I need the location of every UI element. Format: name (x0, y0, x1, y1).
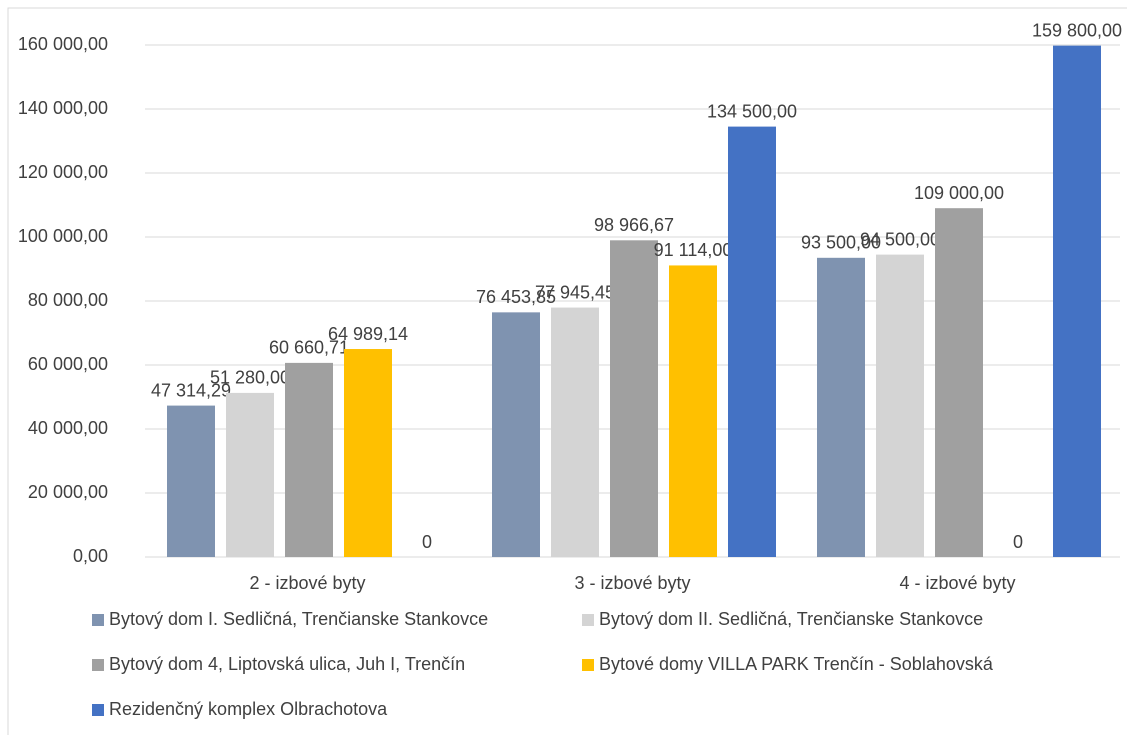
value-label: 0 (1013, 532, 1023, 552)
bar (344, 349, 392, 557)
bar (876, 254, 924, 557)
value-label: 47 314,29 (151, 380, 231, 400)
value-label: 93 500,00 (801, 233, 881, 253)
x-tick-label: 2 - izbové byty (249, 573, 365, 593)
bar (492, 312, 540, 557)
bar (935, 208, 983, 557)
value-label: 91 114,00 (654, 240, 733, 260)
legend-label: Bytový dom 4, Liptovská ulica, Juh I, Tr… (109, 654, 465, 674)
x-tick-label: 4 - izbové byty (899, 573, 1015, 593)
legend-swatch (582, 659, 594, 671)
y-tick-label: 20 000,00 (28, 482, 108, 502)
y-tick-label: 0,00 (73, 546, 108, 566)
bar (669, 265, 717, 557)
bar (226, 392, 274, 557)
chart-frame (7, 7, 1127, 735)
value-label: 64 989,14 (328, 324, 408, 344)
value-label: 159 800,00 (1032, 20, 1122, 40)
y-tick-label: 120 000,00 (18, 162, 108, 182)
legend-label: Rezidenčný komplex Olbrachotova (109, 699, 388, 719)
legend-swatch (92, 614, 104, 626)
bar (1053, 45, 1101, 557)
bar (551, 307, 599, 557)
legend-swatch (92, 704, 104, 716)
legend-label: Bytový dom I. Sedličná, Trenčianske Stan… (109, 609, 488, 629)
y-tick-label: 140 000,00 (18, 98, 108, 118)
x-tick-label: 3 - izbové byty (574, 573, 690, 593)
value-label: 60 660,71 (269, 338, 349, 358)
legend-swatch (92, 659, 104, 671)
legend-swatch (582, 614, 594, 626)
value-label: 109 000,00 (914, 183, 1004, 203)
legend-label: Bytové domy VILLA PARK Trenčín - Soblaho… (599, 654, 994, 674)
y-tick-label: 80 000,00 (28, 290, 108, 310)
bar (817, 257, 865, 557)
legend-label: Bytový dom II. Sedličná, Trenčianske Sta… (599, 609, 983, 629)
bar (285, 362, 333, 557)
value-label: 77 945,45 (535, 282, 615, 302)
value-label: 94 500,00 (860, 229, 940, 249)
y-tick-label: 40 000,00 (28, 418, 108, 438)
value-label: 0 (422, 532, 432, 552)
value-label: 98 966,67 (594, 215, 674, 235)
bar (610, 240, 658, 558)
value-label: 134 500,00 (707, 101, 797, 121)
y-tick-label: 100 000,00 (18, 226, 108, 246)
y-tick-label: 160 000,00 (18, 34, 108, 54)
value-label: 51 280,00 (210, 368, 290, 388)
bar (728, 126, 776, 557)
value-label: 76 453,85 (476, 287, 556, 307)
bar (167, 405, 215, 557)
y-tick-label: 60 000,00 (28, 354, 108, 374)
